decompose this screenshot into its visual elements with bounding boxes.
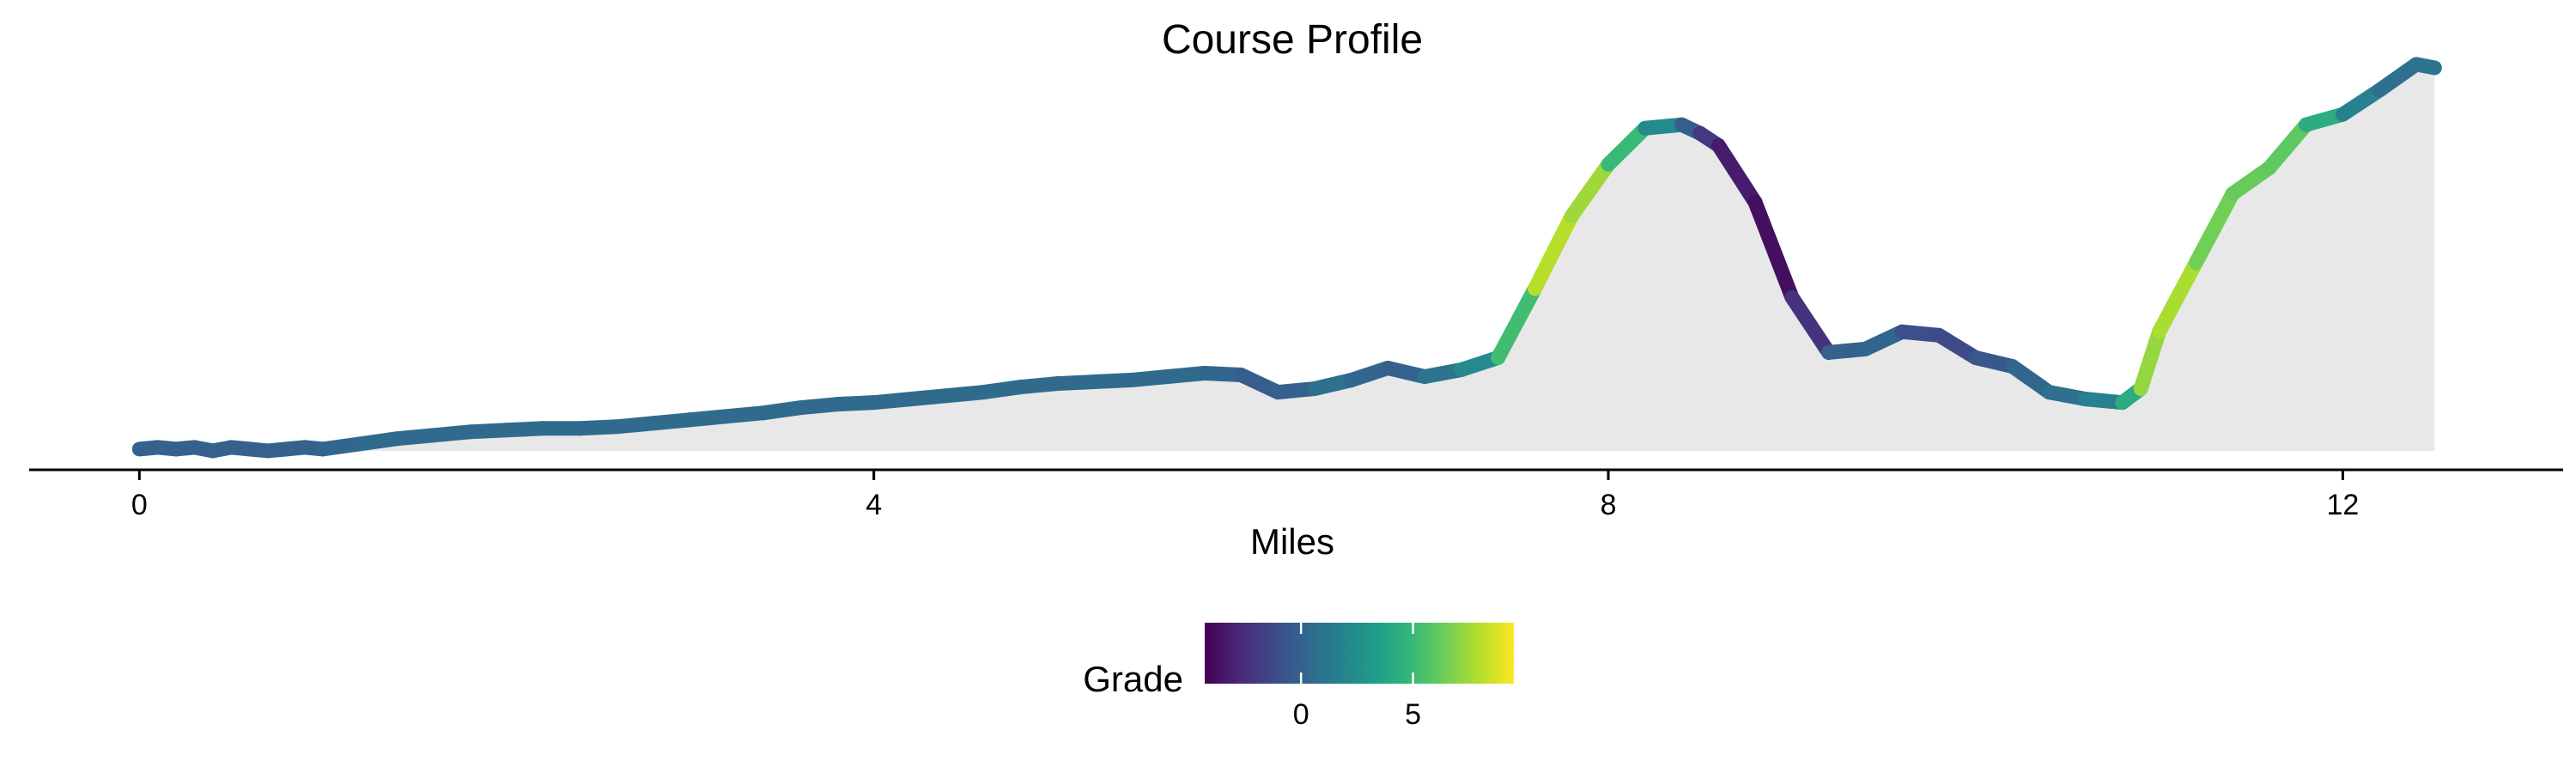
- x-tick-label: 8: [1601, 489, 1617, 521]
- elevation-segment: [1564, 156, 1616, 224]
- elevation-segment: [1747, 195, 1800, 305]
- colorbar-tick-label: 5: [1405, 698, 1421, 731]
- x-tick-label: 12: [2326, 489, 2359, 521]
- elevation-segment: [2262, 117, 2314, 175]
- x-axis-ticks: 0 4 8 12: [131, 470, 2359, 521]
- elevation-segment: [2188, 186, 2240, 271]
- chart-title: Course Profile: [1162, 17, 1423, 63]
- elevation-segment: [2152, 255, 2203, 339]
- elevation-segment: [2225, 160, 2277, 202]
- elevation-segment: [1710, 137, 1763, 210]
- elevation-line: [131, 57, 2442, 459]
- colorbar-tick-label: 0: [1293, 698, 1309, 731]
- elevation-segment: [1527, 209, 1579, 296]
- elevation-segment: [2133, 324, 2167, 397]
- elevation-segment: [1491, 281, 1542, 365]
- x-axis-label: Miles: [1250, 521, 1334, 562]
- elevation-segment: [2335, 82, 2387, 122]
- elevation-segment: [2409, 57, 2442, 76]
- elevation-segment: [2004, 358, 2057, 400]
- elevation-segment: [1784, 289, 1837, 360]
- x-tick-label: 0: [131, 489, 148, 521]
- elevation-segment: [1601, 120, 1653, 172]
- colorbar-title: Grade: [1083, 659, 1183, 699]
- x-tick-label: 4: [866, 489, 882, 521]
- colorbar-gradient: [1205, 623, 1514, 684]
- elevation-segment: [2372, 57, 2424, 98]
